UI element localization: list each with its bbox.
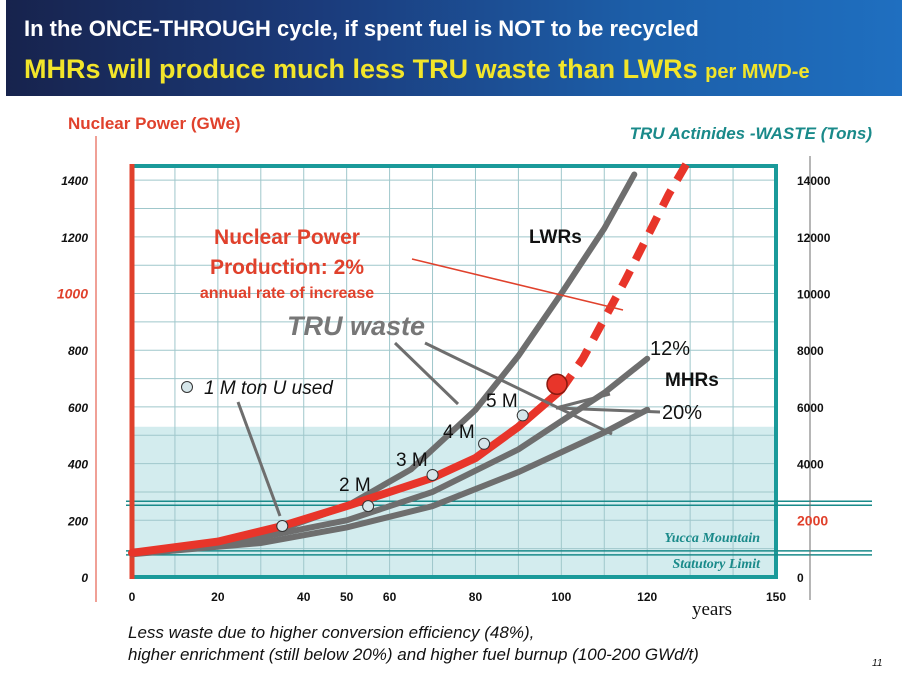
x-tick-label: 50: [340, 590, 354, 604]
milestone-label-3m: 3 M: [396, 450, 428, 471]
power-label-line-1: Nuclear Power: [214, 226, 360, 249]
power-production-line: [128, 385, 566, 557]
x-tick-label: 40: [297, 590, 311, 604]
right-tick-label: 6000: [797, 401, 824, 415]
chart-labels: Nuclear Power Production: 2% annual rate o…: [181, 226, 761, 572]
pct-20-label: 20%: [662, 402, 702, 424]
ton-u-milestone-marker: [276, 519, 289, 532]
left-tick-label: 1400: [61, 174, 88, 188]
title-line-2-main: MHRs will produce much less TRU waste th…: [24, 54, 698, 84]
lwrs-label: LWRs: [529, 227, 582, 248]
mhrs-pointer-12: [555, 392, 611, 410]
right-tick-label: 10000: [797, 288, 831, 302]
current-point-marker: [546, 373, 568, 396]
ton-u-milestone-marker: [516, 409, 529, 422]
mhrs-label: MHRs: [665, 370, 719, 391]
ton-u-milestone-marker: [426, 468, 439, 481]
left-axis-title: Nuclear Power (GWe): [68, 114, 241, 133]
x-axis-title: years: [692, 599, 732, 620]
tru-waste-label: TRU waste: [287, 311, 425, 341]
milestone-label-2m: 2 M: [339, 475, 371, 496]
mhr-20pct-waste-line: [129, 406, 651, 558]
footnote-line-1: Less waste due to higher conversion effi…: [128, 623, 535, 642]
power-label-line-2: Production: 2%: [210, 256, 364, 279]
left-tick-label: 1000: [57, 286, 88, 302]
left-tick-label: 1200: [61, 231, 88, 245]
ton-u-milestone-marker: [478, 437, 491, 450]
milestone-label-5m: 5 M: [486, 391, 518, 412]
marker-pointer: [236, 401, 282, 517]
chart-axes: Nuclear Power (GWe)020040060080010001200…: [57, 114, 872, 620]
left-tick-label: 400: [67, 458, 88, 472]
footnote-line-2: higher enrichment (still below 20%) and …: [128, 645, 699, 664]
mhrs-pointer-20: [555, 406, 661, 414]
tru-waste-chart: Nuclear Power (GWe)020040060080010001200…: [57, 114, 872, 620]
pct-12-label: 12%: [650, 338, 690, 360]
x-tick-label: 0: [129, 590, 136, 604]
right-tick-label: 0: [797, 571, 804, 585]
tru-waste-pointer-mhr: [424, 341, 613, 436]
milestone-label-4m: 4 M: [443, 422, 475, 443]
mhr-12pct-waste-line: [129, 355, 651, 556]
footnote: Less waste due to higher conversion effi…: [128, 622, 699, 666]
left-tick-label: 0: [81, 571, 88, 585]
right-tick-label: 4000: [797, 458, 824, 472]
chart-series: [128, 155, 694, 558]
right-axis-title: TRU Actinides -WASTE (Tons): [630, 124, 873, 143]
x-tick-label: 100: [551, 590, 571, 604]
legend-marker: [181, 381, 193, 393]
right-tick-label: 12000: [797, 231, 831, 245]
title-line-2: MHRs will produce much less TRU waste th…: [24, 54, 810, 85]
yucca-label-line-1: Yucca Mountain: [664, 531, 760, 546]
x-tick-label: 60: [383, 590, 397, 604]
right-tick-label: 8000: [797, 344, 824, 358]
power-label-line-3: annual rate of increase: [200, 285, 374, 302]
x-tick-label: 20: [211, 590, 225, 604]
page-number: 11: [872, 658, 883, 669]
legend-marker-label: 1 M ton U used: [204, 378, 334, 399]
right-tick-label: 14000: [797, 174, 831, 188]
left-tick-label: 600: [68, 401, 88, 415]
tru-waste-pointer-lwr: [393, 341, 460, 406]
x-tick-label: 120: [637, 590, 657, 604]
right-tick-label: 2000: [797, 512, 828, 528]
x-tick-label: 80: [469, 590, 483, 604]
yucca-label-line-2: Statutory Limit: [672, 557, 761, 572]
title-banner: In the ONCE-THROUGH cycle, if spent fuel…: [6, 0, 902, 96]
title-line-1: In the ONCE-THROUGH cycle, if spent fuel…: [24, 16, 699, 41]
left-tick-label: 800: [68, 344, 88, 358]
x-tick-label: 150: [766, 590, 786, 604]
title-line-2-suffix: per MWD-e: [705, 61, 810, 83]
power-production-projection-line: [558, 155, 694, 393]
power-label-pointer: [411, 258, 624, 311]
left-tick-label: 200: [67, 514, 88, 528]
ton-u-milestone-marker: [362, 500, 375, 513]
